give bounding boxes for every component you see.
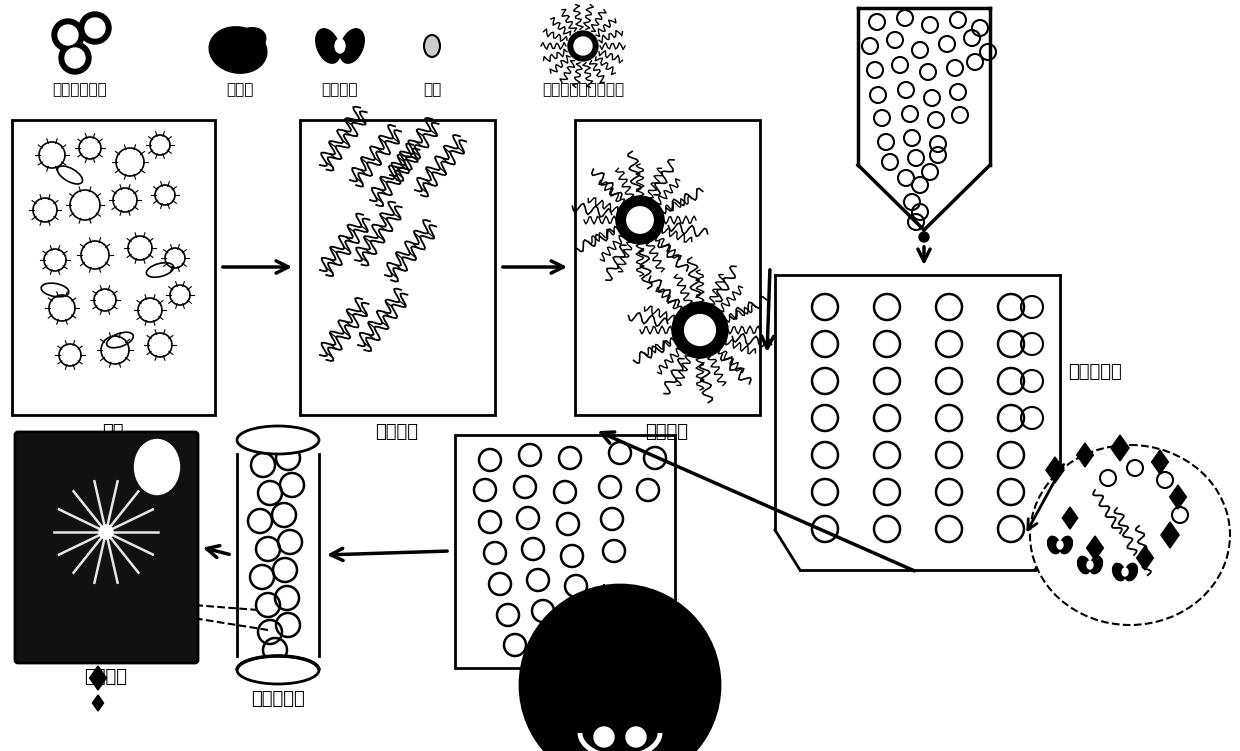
Ellipse shape [1112,563,1126,581]
Polygon shape [1111,435,1130,461]
Text: 乳滴: 乳滴 [423,82,441,97]
Text: 反应器生成: 反应器生成 [1068,363,1122,381]
Polygon shape [93,695,104,711]
Ellipse shape [1122,568,1128,576]
Ellipse shape [1087,561,1092,569]
Circle shape [574,37,591,55]
Circle shape [79,12,112,44]
Text: 高通量检测: 高通量检测 [252,690,305,708]
Circle shape [616,196,663,244]
Circle shape [626,727,646,747]
Text: 样本: 样本 [102,423,124,441]
Ellipse shape [340,29,365,63]
Bar [300,120,495,415]
Circle shape [672,302,728,358]
Circle shape [64,48,86,68]
Text: 聚合酶: 聚合酶 [227,82,254,97]
Ellipse shape [316,29,340,63]
Polygon shape [1169,485,1187,509]
Ellipse shape [1090,556,1102,574]
Ellipse shape [237,656,319,684]
Text: PCR: PCR [547,676,583,694]
Circle shape [568,31,598,61]
Polygon shape [1152,450,1168,474]
Ellipse shape [1030,445,1230,625]
Polygon shape [1137,546,1153,570]
Ellipse shape [237,426,319,454]
Text: 磁性编码微球: 磁性编码微球 [52,82,108,97]
Circle shape [99,525,113,539]
Circle shape [86,18,105,38]
Text: 核酸提取: 核酸提取 [376,423,419,441]
Circle shape [58,25,78,45]
Polygon shape [89,666,107,690]
Ellipse shape [1048,536,1060,553]
Ellipse shape [335,39,345,53]
Text: 杂交捕获: 杂交捕获 [646,423,688,441]
Polygon shape [1161,522,1179,548]
Text: 荧光染料: 荧光染料 [321,82,358,97]
Bar [12,120,215,415]
Circle shape [594,727,614,747]
Bar [575,120,760,415]
Circle shape [52,19,84,51]
Circle shape [520,585,720,751]
Circle shape [684,315,715,345]
Circle shape [626,207,653,234]
Text: 结果分析: 结果分析 [84,668,128,686]
Ellipse shape [424,35,440,57]
Ellipse shape [134,439,180,494]
FancyBboxPatch shape [15,432,198,663]
Polygon shape [1086,536,1104,560]
Text: 偶联引物的编码微球: 偶联引物的编码微球 [542,82,624,97]
Polygon shape [1076,443,1094,467]
Bar [455,435,675,668]
Circle shape [919,232,929,242]
Ellipse shape [1078,556,1090,574]
Circle shape [60,42,91,74]
Ellipse shape [234,28,265,53]
Ellipse shape [1059,536,1073,553]
Ellipse shape [1125,563,1137,581]
Ellipse shape [210,27,267,73]
Polygon shape [1063,507,1078,529]
Polygon shape [1045,457,1064,483]
Ellipse shape [213,47,238,68]
Ellipse shape [1056,541,1063,549]
